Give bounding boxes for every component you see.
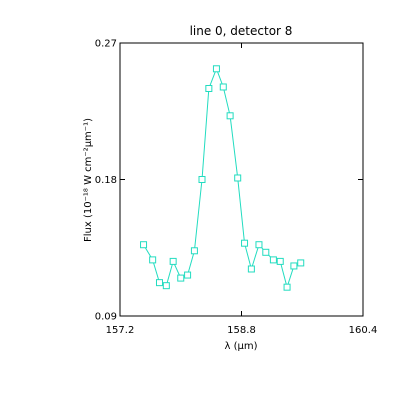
data-point — [276, 257, 284, 265]
x-axis-ticks: 157.2 158.8 160.4 — [106, 43, 378, 336]
data-point — [212, 65, 220, 73]
x-tick-label: 158.8 — [227, 325, 256, 336]
x-tick-label: 160.4 — [349, 325, 378, 336]
series-line — [143, 67, 301, 289]
data-point — [247, 265, 255, 273]
series-layer — [140, 65, 305, 291]
data-point — [219, 83, 227, 91]
x-axis-label: λ (μm) — [224, 341, 257, 352]
y-tick-label: 0.09 — [95, 312, 117, 323]
data-point — [283, 283, 291, 291]
data-point — [269, 256, 277, 264]
y-axis-ticks: 0.09 0.18 0.27 — [95, 39, 363, 323]
y-axis-label: Flux (10⁻¹⁸ W cm⁻²μm⁻¹) — [83, 118, 94, 242]
data-point — [205, 85, 213, 92]
data-point — [262, 248, 270, 256]
chart-title: line 0, detector 8 — [190, 24, 293, 38]
data-point — [155, 279, 163, 287]
y-tick-label: 0.27 — [95, 39, 117, 50]
data-point — [162, 282, 170, 290]
data-point — [198, 176, 206, 183]
data-point — [297, 259, 305, 267]
data-point — [169, 257, 177, 265]
plot-frame — [119, 42, 364, 317]
data-point — [190, 247, 198, 255]
data-point — [290, 262, 298, 270]
data-point — [234, 174, 242, 182]
data-point — [184, 271, 192, 279]
data-point — [226, 112, 234, 120]
data-point — [241, 239, 249, 247]
y-tick-label: 0.18 — [95, 175, 117, 186]
data-point — [255, 241, 263, 249]
data-point — [140, 241, 148, 249]
data-point — [149, 256, 157, 264]
x-tick-label: 157.2 — [106, 325, 135, 336]
data-point — [177, 274, 185, 282]
